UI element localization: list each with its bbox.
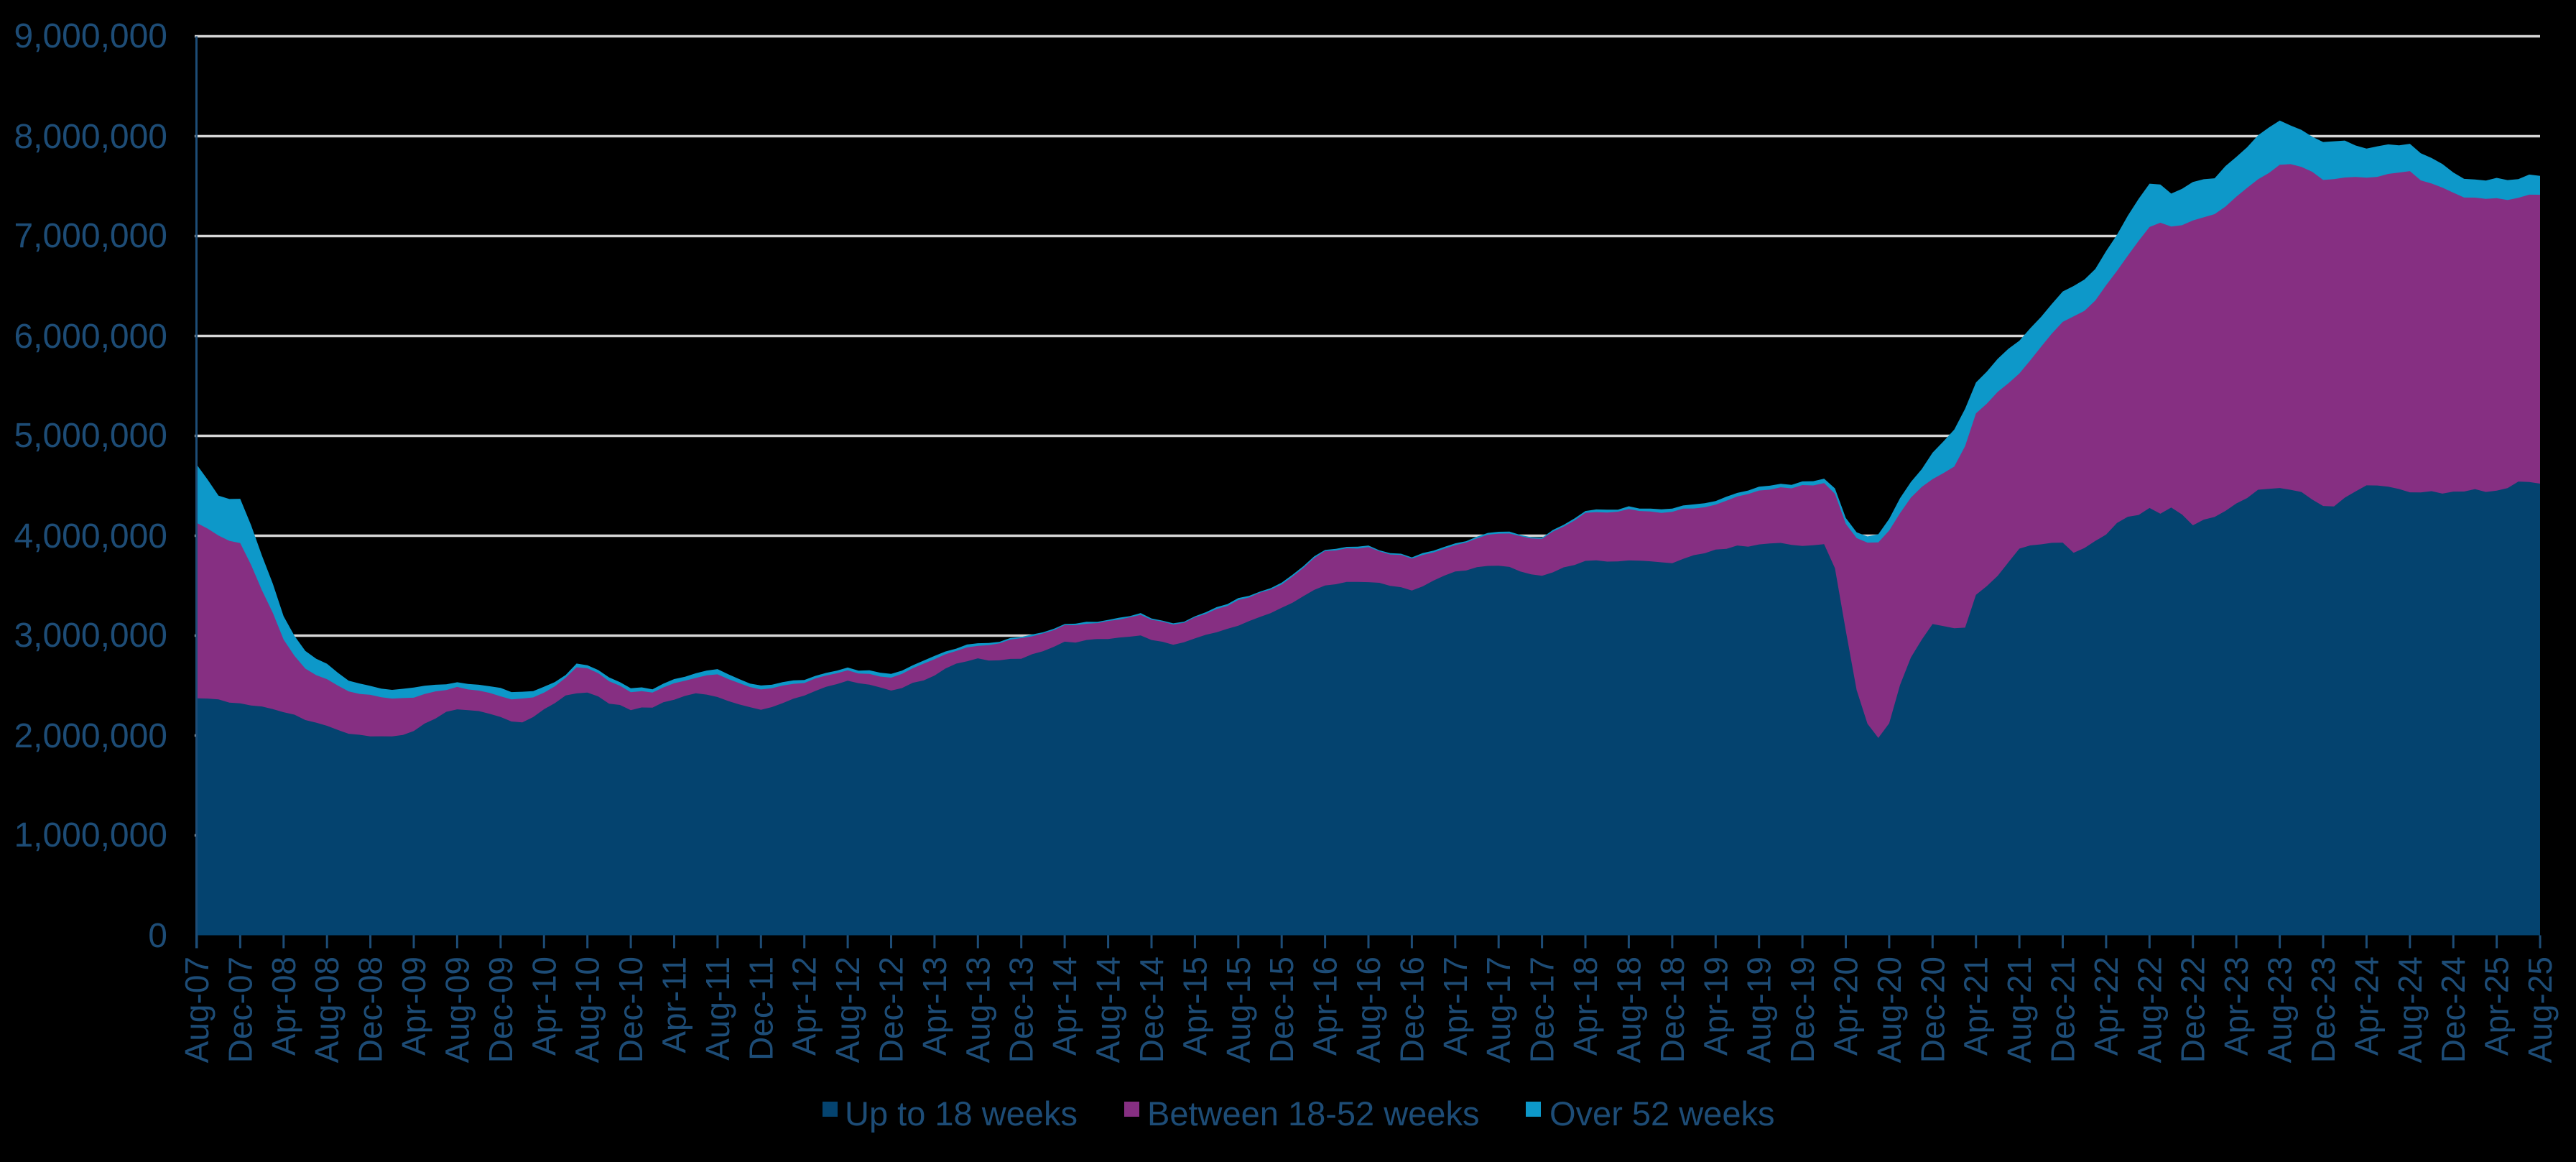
svg-text:Apr-21: Apr-21 — [1958, 956, 1995, 1056]
svg-text:Aug-16: Aug-16 — [1350, 956, 1387, 1063]
svg-text:Aug-07: Aug-07 — [178, 956, 216, 1063]
svg-text:Aug-11: Aug-11 — [699, 956, 736, 1061]
svg-text:Over 52 weeks: Over 52 weeks — [1549, 1094, 1774, 1133]
svg-text:Dec-18: Dec-18 — [1654, 956, 1691, 1063]
svg-text:3,000,000: 3,000,000 — [14, 617, 167, 655]
svg-text:Dec-17: Dec-17 — [1524, 956, 1561, 1063]
svg-text:Aug-09: Aug-09 — [438, 956, 476, 1063]
svg-text:Aug-13: Aug-13 — [959, 956, 996, 1063]
svg-text:Dec-20: Dec-20 — [1914, 956, 1951, 1063]
svg-text:Apr-11: Apr-11 — [656, 956, 693, 1053]
svg-text:Aug-24: Aug-24 — [2391, 956, 2429, 1063]
svg-text:2,000,000: 2,000,000 — [14, 717, 167, 755]
svg-text:Apr-25: Apr-25 — [2478, 956, 2516, 1056]
svg-text:Dec-24: Dec-24 — [2434, 956, 2472, 1063]
svg-text:Between 18-52 weeks: Between 18-52 weeks — [1147, 1094, 1479, 1133]
svg-text:Aug-14: Aug-14 — [1090, 956, 1127, 1063]
svg-text:Apr-08: Apr-08 — [265, 956, 302, 1056]
svg-text:1,000,000: 1,000,000 — [14, 816, 167, 854]
svg-text:Dec-23: Dec-23 — [2304, 956, 2342, 1063]
svg-text:Apr-14: Apr-14 — [1046, 956, 1083, 1056]
svg-text:Dec-08: Dec-08 — [352, 956, 389, 1063]
svg-text:7,000,000: 7,000,000 — [14, 217, 167, 255]
svg-text:Aug-17: Aug-17 — [1480, 956, 1517, 1063]
svg-text:Dec-16: Dec-16 — [1393, 956, 1430, 1063]
svg-text:Aug-18: Aug-18 — [1610, 956, 1647, 1063]
svg-text:Dec-11: Dec-11 — [742, 956, 779, 1061]
svg-text:Aug-15: Aug-15 — [1220, 956, 1257, 1063]
svg-text:Aug-12: Aug-12 — [829, 956, 866, 1063]
svg-text:0: 0 — [148, 917, 167, 955]
svg-text:Dec-15: Dec-15 — [1263, 956, 1300, 1063]
svg-text:Apr-15: Apr-15 — [1176, 956, 1213, 1056]
svg-text:Aug-19: Aug-19 — [1741, 956, 1778, 1063]
svg-text:Apr-22: Apr-22 — [2088, 956, 2125, 1056]
svg-text:Dec-10: Dec-10 — [612, 956, 649, 1063]
svg-text:Apr-09: Apr-09 — [395, 956, 432, 1056]
svg-text:Aug-23: Aug-23 — [2261, 956, 2299, 1063]
svg-text:Apr-19: Apr-19 — [1697, 956, 1734, 1056]
svg-text:Aug-22: Aug-22 — [2131, 956, 2168, 1063]
svg-text:Dec-22: Dec-22 — [2174, 956, 2212, 1063]
svg-text:Dec-14: Dec-14 — [1133, 956, 1170, 1063]
svg-text:9,000,000: 9,000,000 — [14, 17, 167, 55]
svg-text:Dec-21: Dec-21 — [2044, 956, 2082, 1063]
svg-text:Apr-24: Apr-24 — [2348, 956, 2385, 1056]
svg-text:Apr-10: Apr-10 — [525, 956, 562, 1056]
svg-text:Apr-18: Apr-18 — [1567, 956, 1604, 1056]
svg-text:Aug-10: Aug-10 — [569, 956, 606, 1063]
svg-text:Aug-20: Aug-20 — [1871, 956, 1908, 1063]
svg-text:Dec-12: Dec-12 — [873, 956, 910, 1063]
svg-text:Apr-23: Apr-23 — [2218, 956, 2255, 1056]
svg-text:8,000,000: 8,000,000 — [14, 118, 167, 156]
svg-text:Aug-21: Aug-21 — [2001, 956, 2038, 1063]
svg-text:Dec-19: Dec-19 — [1784, 956, 1821, 1063]
svg-text:6,000,000: 6,000,000 — [14, 318, 167, 356]
svg-text:Apr-12: Apr-12 — [786, 956, 823, 1056]
svg-text:Dec-07: Dec-07 — [221, 956, 259, 1063]
svg-text:Aug-25: Aug-25 — [2521, 956, 2559, 1063]
svg-text:Apr-17: Apr-17 — [1437, 956, 1474, 1056]
svg-text:Aug-08: Aug-08 — [308, 956, 346, 1063]
svg-text:Apr-13: Apr-13 — [916, 956, 953, 1056]
svg-text:5,000,000: 5,000,000 — [14, 417, 167, 455]
svg-text:Dec-13: Dec-13 — [1003, 956, 1040, 1063]
svg-text:Up to 18 weeks: Up to 18 weeks — [845, 1094, 1078, 1133]
svg-text:4,000,000: 4,000,000 — [14, 517, 167, 555]
svg-text:Apr-20: Apr-20 — [1827, 956, 1865, 1056]
svg-text:Dec-09: Dec-09 — [482, 956, 519, 1063]
svg-text:Apr-16: Apr-16 — [1307, 956, 1344, 1056]
